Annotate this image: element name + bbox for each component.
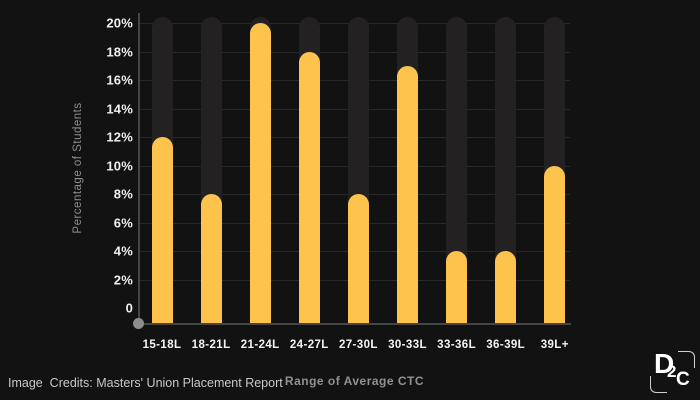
bar-21-24L — [249, 23, 271, 324]
x-axis-line — [138, 323, 571, 325]
x-tick-label: 36-39L — [486, 339, 526, 351]
logo-bracket-top-right-icon — [678, 351, 695, 368]
x-tick-label: 33-36L — [437, 339, 477, 351]
x-tick-label: 15-18L — [142, 339, 182, 351]
x-tick-label: 18-21L — [191, 339, 231, 351]
y-tick-label: 20% — [106, 15, 133, 31]
logo-bracket-bottom-left-icon — [650, 376, 667, 393]
y-tick-label: 0 — [125, 300, 133, 316]
y-tick-label: 6% — [113, 215, 133, 230]
bar-18-21L — [200, 194, 222, 324]
x-tick-label: 21-24L — [240, 339, 280, 351]
bar-27-30L — [347, 194, 369, 324]
x-axis-title: Range of Average CTC — [284, 374, 425, 388]
y-tick-label: 18% — [106, 44, 133, 59]
x-tick-label: 27-30L — [338, 339, 378, 351]
y-tick-label: 4% — [113, 243, 133, 259]
y-tick-label: 12% — [106, 129, 133, 145]
bar-36-39L — [495, 251, 517, 324]
x-tick-label: 39L+ — [540, 339, 569, 351]
y-tick-label: 10% — [106, 158, 133, 173]
bar-24-27L — [298, 51, 320, 324]
bar-39L+ — [544, 165, 566, 324]
x-tick-label: 30-33L — [388, 339, 427, 351]
bar-33-36L — [446, 251, 468, 324]
d2c-logo: D 2 C — [650, 348, 697, 395]
y-axis-line — [138, 13, 140, 324]
bar-15-18L — [151, 137, 173, 324]
y-tick-label: 8% — [113, 186, 133, 202]
logo-letter-2: 2 — [667, 362, 677, 381]
x-tick-label: 24-27L — [289, 339, 329, 351]
bar-track — [495, 17, 517, 324]
y-tick-label: 14% — [106, 101, 133, 116]
logo-letter-d: D — [654, 348, 675, 379]
axis-origin-dot — [133, 318, 144, 329]
y-tick-label: 16% — [106, 72, 133, 88]
logo-letter-c: C — [676, 369, 690, 390]
bar-30-33L — [397, 65, 418, 324]
y-axis-title: Percentage of Students — [72, 102, 84, 234]
bar-track — [446, 17, 468, 324]
y-tick-label: 2% — [113, 272, 133, 287]
credit-text: Image Credits: Masters' Union Placement … — [8, 376, 283, 390]
